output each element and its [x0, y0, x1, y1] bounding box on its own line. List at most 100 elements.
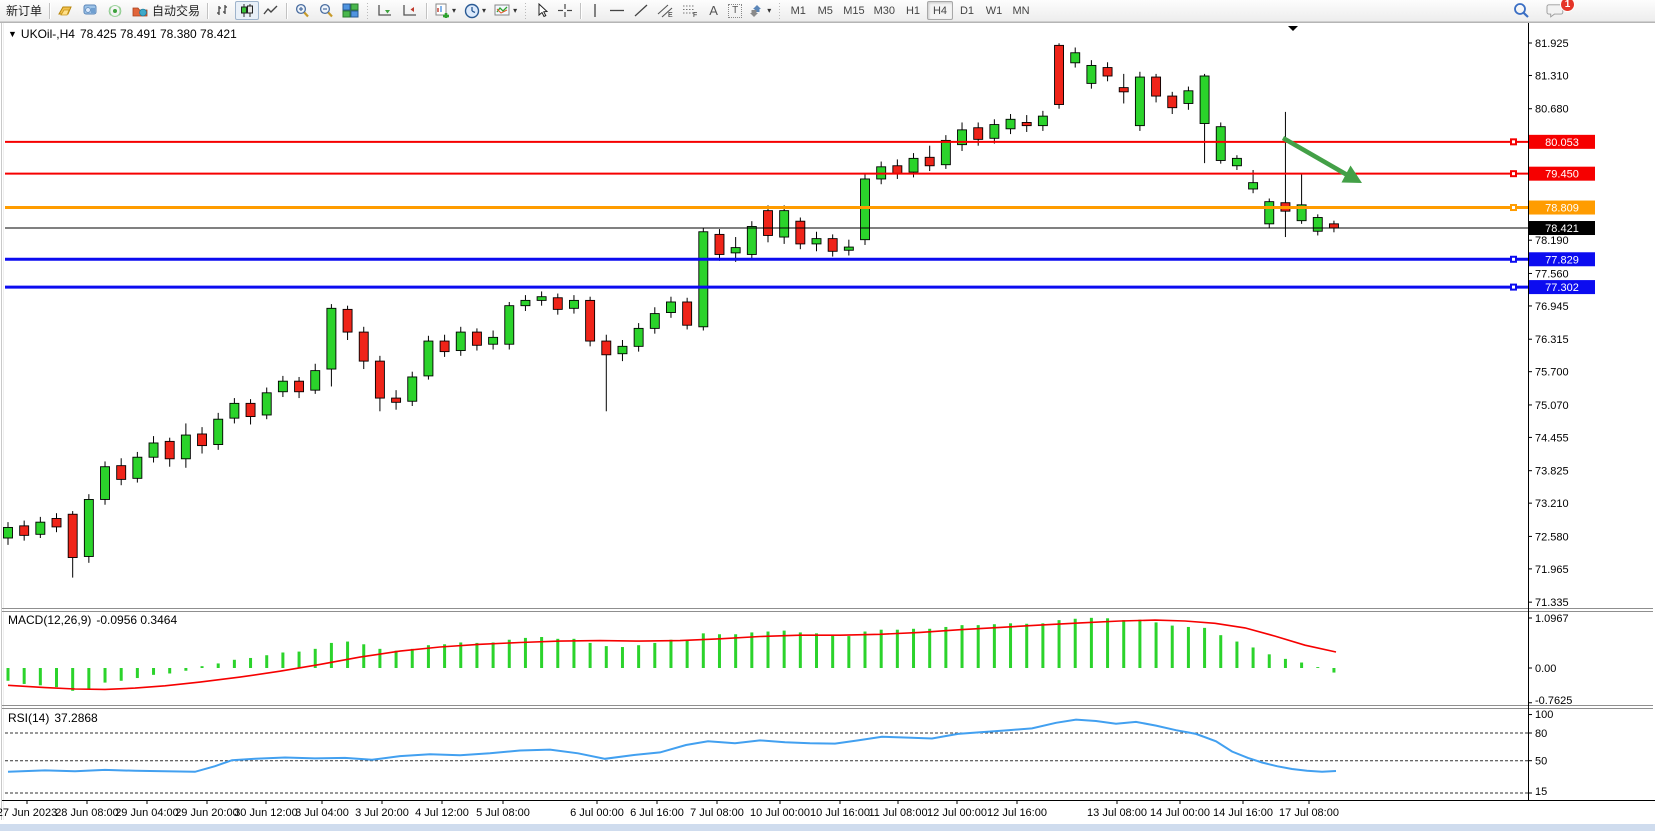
level-price-text: 79.450	[1545, 169, 1579, 181]
chevron-down-icon: ▾	[452, 6, 457, 15]
collapse-triangle-icon[interactable]: ▼	[8, 29, 17, 39]
rsi-label: RSI(14) 37.2868	[8, 711, 98, 725]
equidistant-channel-button[interactable]: E	[653, 1, 678, 20]
label-tool-glyph: T	[728, 3, 743, 18]
autotrading-button[interactable]: 自动交易	[128, 1, 204, 20]
candle-body	[585, 299, 596, 342]
zoom-in-button[interactable]	[290, 1, 314, 20]
candle-body	[294, 380, 305, 393]
price-tick-label: 81.310	[1535, 70, 1569, 82]
candlestick-chart-button[interactable]	[235, 1, 260, 20]
trend-arrow-head[interactable]	[1341, 165, 1363, 184]
chart-title: ▼ UKOil-,H4 78.425 78.491 78.380 78.421	[8, 27, 237, 41]
candle-body	[407, 376, 418, 402]
level-handle-dot	[1512, 206, 1515, 210]
candle-body	[1248, 182, 1259, 190]
time-tick-label: 10 Jul 16:00	[810, 807, 870, 819]
candle-body	[633, 327, 644, 347]
tf-button-M5[interactable]: M5	[817, 4, 833, 17]
candle-body	[1086, 64, 1097, 84]
arrows-button[interactable]: ▾	[746, 1, 775, 20]
candle-body	[1005, 118, 1016, 130]
candle-body	[924, 156, 935, 167]
candle-body	[116, 465, 127, 480]
data-window-icon[interactable]	[78, 1, 103, 20]
candle-body	[1183, 90, 1194, 104]
text-label-button[interactable]: T	[724, 1, 746, 20]
tile-windows-button[interactable]	[338, 1, 363, 20]
tf-button-M1[interactable]: M1	[790, 4, 806, 17]
candle-body	[520, 299, 531, 307]
candle-body	[843, 246, 854, 251]
auto-scroll-button[interactable]	[373, 1, 398, 20]
trendline-button[interactable]	[629, 1, 653, 20]
price-tick-label: 76.945	[1535, 301, 1569, 313]
price-tick-label: 71.335	[1535, 597, 1569, 609]
ohlc-values: 78.425 78.491 78.380 78.421	[79, 27, 237, 41]
tf-button-M15[interactable]: M15	[843, 4, 865, 17]
tf-button-M30[interactable]: M30	[873, 4, 896, 17]
indicators-button[interactable]: ▾	[490, 1, 521, 20]
time-tick-label: 4 Jul 12:00	[415, 807, 469, 819]
current-price-text: 78.421	[1545, 223, 1579, 235]
fibonacci-button[interactable]: F	[678, 1, 703, 20]
text-button[interactable]: A	[709, 3, 718, 18]
scroll-anchor-marker[interactable]	[1288, 26, 1298, 31]
trend-arrow-line[interactable]	[1281, 136, 1351, 178]
rsi-name: RSI(14)	[8, 711, 50, 725]
chart-canvas[interactable]: 80.053 79.450 78.809 77.829 77.302 78.421 81.9…	[0, 22, 1655, 831]
candle-body	[649, 313, 660, 329]
macd-signal-line	[7, 619, 1337, 691]
candle-body	[148, 442, 159, 458]
line-chart-button[interactable]	[259, 1, 283, 20]
tf-button-MN[interactable]: MN	[1012, 4, 1030, 17]
rsi-line	[7, 718, 1337, 773]
crosshair-button[interactable]	[553, 1, 577, 20]
time-tick-label: 14 Jul 00:00	[1150, 807, 1210, 819]
horizontal-line-button[interactable]	[605, 1, 629, 20]
candle-body	[213, 418, 224, 445]
time-tick-label: 17 Jul 08:00	[1279, 807, 1339, 819]
new-chart-button[interactable]: ▾	[430, 1, 460, 20]
price-tick-label: 71.965	[1535, 564, 1569, 576]
separator	[49, 2, 51, 19]
time-tick-label: 28 Jun 08:00	[55, 807, 119, 819]
separator	[524, 2, 529, 19]
candle-body	[197, 433, 207, 447]
candle-body	[957, 129, 967, 146]
new-order-button[interactable]: 新订单	[6, 4, 43, 18]
tf-button-H1[interactable]: H1	[905, 4, 921, 17]
candle-body	[569, 299, 579, 309]
candle-body	[1312, 217, 1323, 232]
candle-body	[277, 380, 288, 393]
search-icon[interactable]	[1508, 1, 1534, 20]
chart-shift-button[interactable]	[398, 1, 423, 20]
candle-body	[714, 233, 725, 255]
candle-body	[827, 238, 838, 252]
vertical-line-button[interactable]	[584, 1, 605, 20]
candle-body	[358, 331, 369, 362]
level-price-badge	[1529, 166, 1595, 181]
candle-body	[973, 127, 984, 140]
gold-ingot-icon[interactable]	[53, 1, 78, 20]
candle-body	[1231, 157, 1242, 167]
tf-button-D1[interactable]: D1	[959, 4, 975, 17]
rsi-tick-label: 50	[1535, 756, 1547, 768]
candle-body	[342, 308, 353, 333]
signal-icon[interactable]	[103, 1, 128, 20]
notification-badge: 1	[1560, 0, 1575, 12]
zoom-out-button[interactable]	[314, 1, 338, 20]
cursor-button[interactable]	[531, 1, 553, 20]
macd-label: MACD(12,26,9) -0.0956 0.3464	[8, 613, 177, 627]
separator	[580, 2, 582, 19]
rsi-tick-label: 15	[1535, 786, 1547, 798]
tf-button-H4[interactable]: H4	[927, 1, 954, 20]
tf-button-W1[interactable]: W1	[985, 4, 1003, 17]
chat-icon[interactable]: 1	[1542, 0, 1575, 20]
timeframes-menu-button[interactable]: ▾	[460, 1, 490, 20]
separator	[426, 2, 428, 19]
price-tick-label: 75.070	[1535, 400, 1569, 412]
time-tick-label: 13 Jul 08:00	[1087, 807, 1147, 819]
separator	[778, 2, 783, 19]
bar-chart-button[interactable]	[211, 1, 235, 20]
